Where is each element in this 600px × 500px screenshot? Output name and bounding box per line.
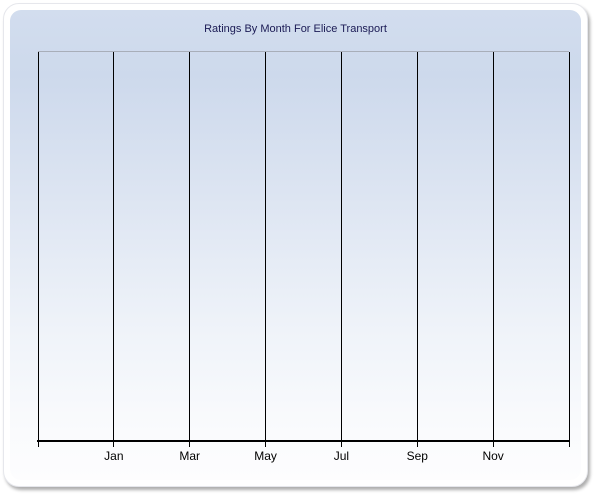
x-gridline — [37, 52, 39, 440]
chart-title: Ratings By Month For Elice Transport — [204, 23, 387, 35]
x-axis-label: Jan — [104, 449, 124, 463]
x-axis-tick — [492, 440, 494, 447]
x-axis-tick — [37, 440, 39, 447]
x-axis-tick — [265, 440, 267, 447]
x-gridline — [113, 52, 115, 440]
x-axis-label: Mar — [179, 449, 201, 463]
chart-panel: Ratings By Month For Elice Transport Jan… — [3, 3, 588, 487]
x-axis-line — [37, 440, 570, 442]
x-axis-tick — [113, 440, 115, 447]
x-axis-tick — [189, 440, 191, 447]
x-gridline — [568, 52, 570, 440]
x-gridline — [416, 52, 418, 440]
x-axis-label: Sep — [406, 449, 428, 463]
plot-area: Jan Mar May Jul Sep Nov — [37, 51, 570, 463]
x-axis-label: May — [254, 449, 277, 463]
x-axis-label: Nov — [482, 449, 504, 463]
x-gridline — [492, 52, 494, 440]
x-axis-tick — [340, 440, 342, 447]
x-gridline — [265, 52, 267, 440]
chart-canvas: Ratings By Month For Elice Transport Jan… — [10, 10, 581, 480]
x-axis-label: Jul — [333, 449, 350, 463]
x-gridline — [189, 52, 191, 440]
x-gridline — [340, 52, 342, 440]
x-axis-tick — [568, 440, 570, 447]
x-axis-tick — [416, 440, 418, 447]
